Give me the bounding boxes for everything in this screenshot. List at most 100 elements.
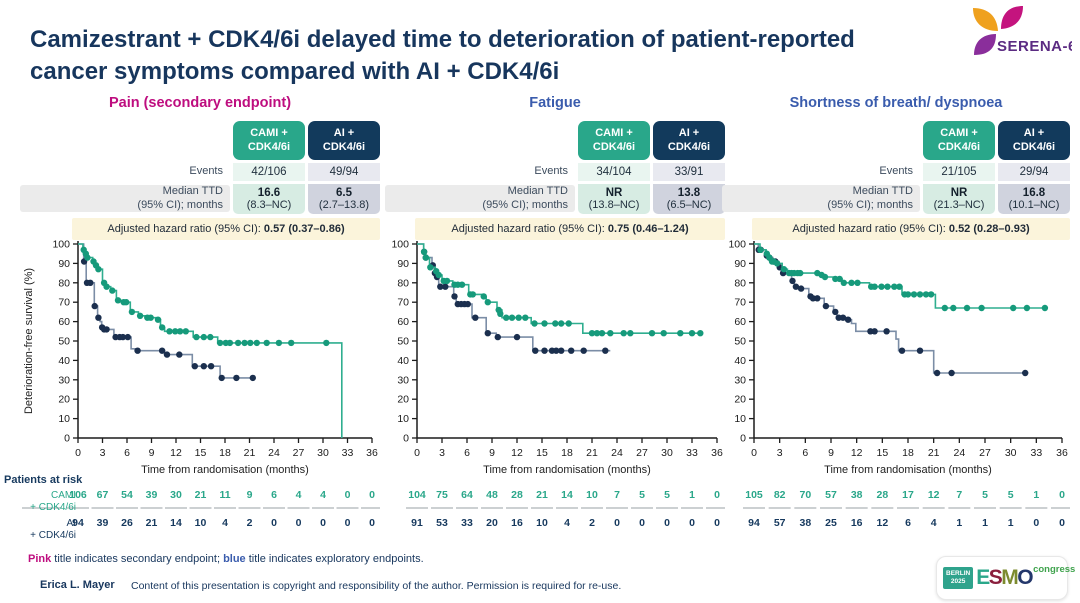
svg-text:0: 0 <box>414 447 420 459</box>
svg-text:80: 80 <box>397 277 409 289</box>
svg-text:9: 9 <box>828 447 834 459</box>
svg-text:15: 15 <box>195 447 207 459</box>
svg-text:38: 38 <box>799 517 811 529</box>
svg-text:105: 105 <box>745 489 763 501</box>
svg-text:9: 9 <box>489 447 495 459</box>
esmo-letter: M <box>1001 566 1019 589</box>
panel-title-fatigue: Fatigue <box>529 95 581 111</box>
svg-text:5: 5 <box>664 489 670 501</box>
footnote-part: Pink <box>28 553 52 565</box>
svg-text:60: 60 <box>58 316 70 328</box>
svg-text:100: 100 <box>728 240 746 251</box>
svg-text:4: 4 <box>296 489 302 501</box>
svg-text:0: 0 <box>639 517 645 529</box>
svg-text:30: 30 <box>58 374 70 386</box>
median-row: Median TTD (95% CI); months NR (13.8–NC) … <box>385 183 725 214</box>
events-row: Events 34/104 33/91 <box>385 162 725 181</box>
page-title-line2: cancer symptoms compared with AI + CDK4/… <box>30 57 560 85</box>
median-value-cami: 16.6 (8.3–NC) <box>233 183 305 214</box>
svg-text:53: 53 <box>436 517 448 529</box>
copyright-text: Content of this presentation is copyrigh… <box>131 580 622 592</box>
median-value-ai: 6.5 (2.7–13.8) <box>308 183 380 214</box>
events-value-cami: 21/105 <box>923 162 995 181</box>
svg-text:64: 64 <box>461 489 473 501</box>
events-label: Events <box>879 164 913 177</box>
events-row: Events 42/106 49/94 <box>20 162 380 181</box>
svg-text:20: 20 <box>58 393 70 405</box>
presenter-name: Erica L. Mayer <box>40 579 115 591</box>
svg-text:50: 50 <box>58 335 70 347</box>
svg-text:10: 10 <box>734 413 746 425</box>
median-label: Median TTD (95% CI); months <box>385 184 575 213</box>
svg-text:21: 21 <box>586 447 598 459</box>
svg-text:4: 4 <box>564 517 570 529</box>
svg-text:18: 18 <box>561 447 573 459</box>
panel-pain: Pain (secondary endpoint) CAMI + CDK4/6i… <box>20 95 380 532</box>
hazard-ratio-bar: Adjusted hazard ratio (95% CI): 0.52 (0.… <box>752 217 1070 240</box>
svg-text:0: 0 <box>320 517 326 529</box>
svg-text:Time from randomisation (month: Time from randomisation (months) <box>824 464 992 476</box>
events-value-ai: 29/94 <box>998 162 1070 181</box>
footnote-part: blue <box>223 553 246 565</box>
footnote: Pink title indicates secondary endpoint;… <box>28 553 424 565</box>
svg-text:0: 0 <box>714 489 720 501</box>
svg-text:0: 0 <box>296 517 302 529</box>
svg-text:60: 60 <box>397 316 409 328</box>
svg-text:12: 12 <box>511 447 523 459</box>
svg-text:33: 33 <box>1030 447 1042 459</box>
column-header-ai: AI + CDK4/6i <box>653 121 725 160</box>
esmo-badge-city: BERLIN <box>946 570 971 578</box>
svg-text:80: 80 <box>58 277 70 289</box>
svg-text:30: 30 <box>397 374 409 386</box>
svg-text:57: 57 <box>825 489 837 501</box>
svg-text:24: 24 <box>953 447 965 459</box>
column-header-cami: CAMI + CDK4/6i <box>923 121 995 160</box>
svg-text:3: 3 <box>100 447 106 459</box>
svg-text:40: 40 <box>734 354 746 366</box>
svg-text:90: 90 <box>58 257 70 269</box>
svg-text:82: 82 <box>774 489 786 501</box>
median-cami-value: 16.6 <box>257 186 281 199</box>
svg-text:0: 0 <box>1059 517 1065 529</box>
svg-text:91: 91 <box>411 517 423 529</box>
svg-text:10: 10 <box>586 489 598 501</box>
svg-text:14: 14 <box>170 517 182 529</box>
column-header-cami: CAMI + CDK4/6i <box>578 121 650 160</box>
svg-text:1: 1 <box>1008 517 1014 529</box>
esmo-badge-year: 2025 <box>950 578 966 585</box>
svg-text:26: 26 <box>121 517 133 529</box>
events-value-ai: 49/94 <box>308 162 380 181</box>
column-header-cami: CAMI + CDK4/6i <box>233 121 305 160</box>
svg-text:0: 0 <box>689 517 695 529</box>
svg-text:50: 50 <box>397 335 409 347</box>
svg-text:Time from randomisation (month: Time from randomisation (months) <box>483 464 651 476</box>
svg-text:2: 2 <box>247 517 253 529</box>
serena-flower-icon: SERENA-6 <box>973 6 1076 55</box>
hazard-ratio-bar: Adjusted hazard ratio (95% CI): 0.75 (0.… <box>415 217 725 240</box>
svg-text:21: 21 <box>536 489 548 501</box>
svg-text:33: 33 <box>461 517 473 529</box>
footnote-part: title indicates exploratory endpoints. <box>245 553 424 565</box>
esmo-congress-logo: BERLIN 2025 ESMO congress <box>936 556 1075 600</box>
svg-text:4: 4 <box>931 517 937 529</box>
hazard-ratio-label: Adjusted hazard ratio (95% CI): <box>107 222 264 235</box>
svg-text:10: 10 <box>58 413 70 425</box>
stats-table-pain: CAMI + CDK4/6i AI + CDK4/6i Events 42/10… <box>20 121 380 214</box>
svg-text:7: 7 <box>614 489 620 501</box>
median-value-cami: NR (21.3–NC) <box>923 183 995 214</box>
svg-text:75: 75 <box>436 489 448 501</box>
svg-text:36: 36 <box>711 447 723 459</box>
hazard-ratio-value: 0.75 (0.46–1.24) <box>607 222 689 235</box>
svg-text:70: 70 <box>799 489 811 501</box>
svg-text:6: 6 <box>464 447 470 459</box>
svg-text:100: 100 <box>52 240 70 251</box>
esmo-letter: S <box>988 566 1003 589</box>
svg-text:0: 0 <box>369 517 375 529</box>
svg-text:70: 70 <box>397 296 409 308</box>
panel-title-pain: Pain (secondary endpoint) <box>108 95 292 111</box>
median-cami-ci: (8.3–NC) <box>246 198 292 211</box>
svg-text:12: 12 <box>170 447 182 459</box>
svg-text:9: 9 <box>149 447 155 459</box>
